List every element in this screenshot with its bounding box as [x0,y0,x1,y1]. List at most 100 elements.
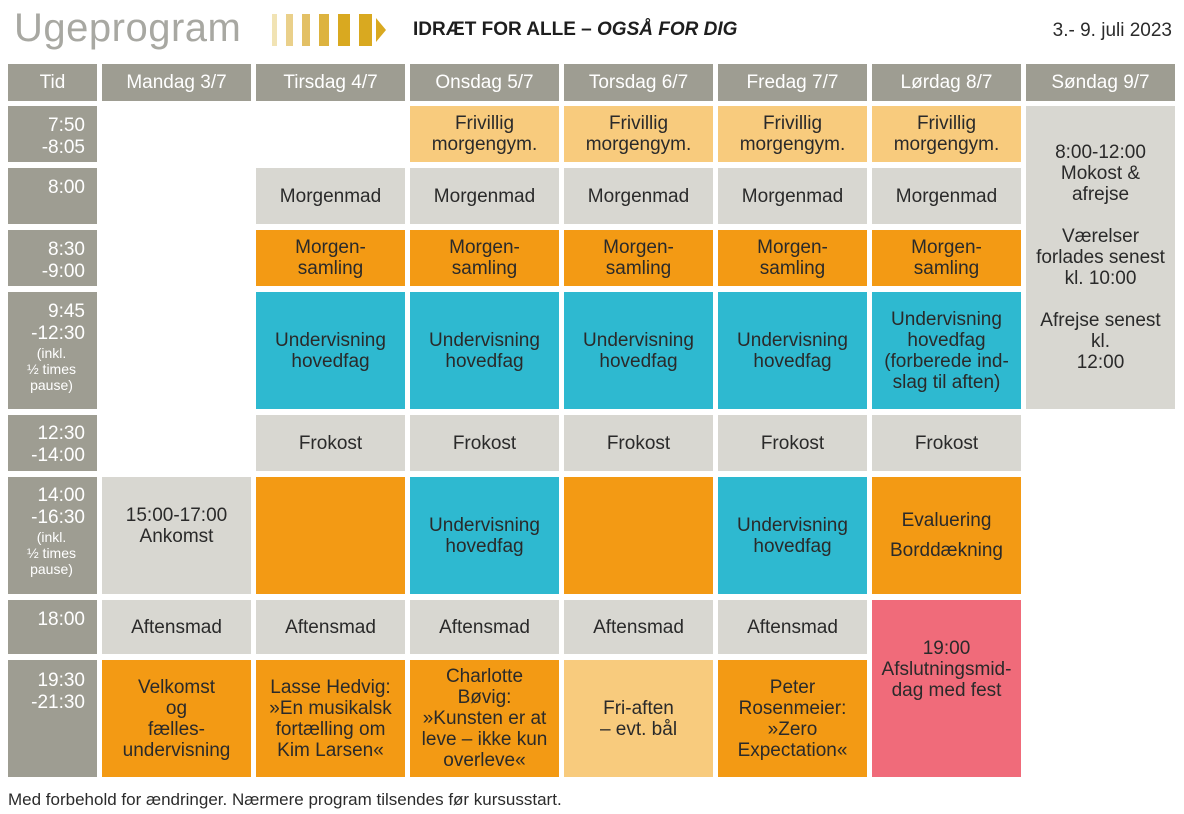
tue-dinner-label: Aftensmad [285,616,376,638]
wed-evening-line-5: overleve« [443,750,526,771]
wed-breakfast: Morgenmad [410,168,559,224]
wed-teaching-afternoon-line-2: hovedfag [445,535,524,557]
header-friday: Fredag 7/7 [718,64,867,101]
mon-dinner: Aftensmad [102,600,251,654]
fri-assembly: Morgen-samling [718,230,867,286]
time-slot-6-note-2: ½ times [26,545,76,561]
subtitle-italic: OGSÅ FOR DIG [597,19,738,40]
header-wednesday: Onsdag 5/7 [410,64,559,101]
mon-evening-line-2: og [165,697,188,719]
tue-assembly-line-2: samling [297,258,364,279]
date-range: 3.- 9. juli 2023 [1052,20,1172,41]
footer-note: Med forbehold for ændringer. Nærmere pro… [8,790,562,809]
time-slot-8-end: -21:30 [31,692,85,713]
sat-teaching-line-3: (forberede ind- [884,350,1009,372]
sat-farewell-dinner: 19:00 Afslutningsmid-dag med fest [872,600,1021,777]
wed-assembly: Morgen-samling [410,230,559,286]
tue-teaching-morning-line-2: hovedfag [291,350,370,372]
fri-evening-line-4: Expectation« [737,739,848,761]
fri-teaching-morning: Undervisning hovedfag [718,292,867,409]
wed-morning-gym-line-1: Frivillig [454,113,515,134]
time-slot-1-start: 7:50 [48,115,85,136]
tue-evening-line-2: »En musikalsk [269,697,392,719]
fri-evening-line-1: Peter [769,676,816,698]
sat-assembly-line-2: samling [913,258,980,279]
header-sunday: Søndag 9/7 [1026,64,1175,101]
sun-departure-line-2: Mokost & [1060,163,1141,184]
fri-assembly-line-2: samling [759,258,826,279]
sun-departure-line-5: forlades senest [1036,247,1165,268]
fri-evening: Peter Rosenmeier: »Zero Expectation« [718,660,867,777]
fri-teaching-afternoon: Undervisning hovedfag [718,477,867,594]
sat-assembly-line-1: Morgen- [911,237,982,258]
thu-assembly: Morgen-samling [564,230,713,286]
time-slot-4-note-2: ½ times [26,361,76,377]
header-wednesday-label: Onsdag 5/7 [435,72,534,93]
thu-morning-gym-line-1: Frivillig [608,113,669,134]
sat-breakfast: Morgenmad [872,168,1021,224]
wed-evening: Charlotte Bøvig: »Kunsten er at leve – ikke… [410,660,559,777]
header-time-label: Tid [39,72,66,93]
sun-departure-line-7: Afrejse senest kl. [1040,310,1161,352]
tue-evening-line-4: Kim Larsen« [277,739,384,761]
fri-morning-gym-line-1: Frivillig [762,113,823,134]
time-slot-5-end: -14:00 [31,445,85,466]
header-saturday: Lørdag 8/7 [872,64,1021,101]
thu-afternoon [564,477,713,594]
sun-departure-line-4: Værelser [1061,226,1140,247]
sat-teaching-morning: Undervisning hovedfag (forberede ind-slag … [872,292,1021,409]
wed-morning-gym-line-2: morgengym. [431,134,538,155]
sat-teaching-line-2: hovedfag [907,329,986,351]
fri-lunch: Frokost [718,415,867,471]
tue-breakfast: Morgenmad [256,168,405,224]
sat-morning-gym-line-2: morgengym. [893,134,1000,155]
time-slot-1-end: -8:05 [41,137,85,158]
tue-evening-line-1: Lasse Hedvig: [270,676,391,698]
mon-evening: Velkomst og fælles-undervisning [102,660,251,777]
fri-teaching-afternoon-line-2: hovedfag [753,535,832,557]
sat-assembly: Morgen-samling [872,230,1021,286]
thu-morning-gym-line-2: morgengym. [585,134,692,155]
tue-teaching-morning: Undervisning hovedfag [256,292,405,409]
time-slot-6-start: 14:00 [37,485,85,506]
time-slot-8: 19:30 -21:30 [8,660,97,777]
time-slot-6-note-3: pause) [30,561,73,577]
header-monday-label: Mandag 3/7 [126,72,227,93]
fri-teaching-morning-line-2: hovedfag [753,350,832,372]
header-tuesday: Tirsdag 4/7 [256,64,405,101]
page-title: Ugeprogram [14,6,242,50]
header-time: Tid [8,64,97,101]
tue-dinner: Aftensmad [256,600,405,654]
wed-evening-line-2: Bøvig: [457,687,512,708]
fri-evening-line-2: Rosenmeier: [738,697,847,719]
time-slot-8-start: 19:30 [37,670,85,691]
thu-lunch: Frokost [564,415,713,471]
header-monday: Mandag 3/7 [102,64,251,101]
tue-afternoon [256,477,405,594]
time-slot-4: 9:45 -12:30 (inkl. ½ times pause) [8,292,97,409]
fri-teaching-afternoon-line-1: Undervisning [737,514,848,536]
mon-evening-line-4: undervisning [122,739,231,761]
fri-teaching-morning-line-1: Undervisning [737,329,848,351]
thu-evening: Fri-aften – evt. bål [564,660,713,777]
mon-arrival: 15:00-17:00 Ankomst [102,477,251,594]
sat-lunch: Frokost [872,415,1021,471]
sun-departure: 8:00-12:00 Mokost & afrejse Værelser for… [1026,106,1175,409]
time-slot-5: 12:30 -14:00 [8,415,97,471]
fri-breakfast-label: Morgenmad [741,185,844,207]
wed-lunch: Frokost [410,415,559,471]
wed-teaching-afternoon: Undervisning hovedfag [410,477,559,594]
time-slot-7: 18:00 [8,600,97,654]
wed-dinner: Aftensmad [410,600,559,654]
sun-departure-line-8: 12:00 [1076,352,1125,373]
time-slot-1: 7:50 -8:05 [8,106,97,162]
time-slot-4-note-3: pause) [30,377,73,393]
header-thursday-label: Torsdag 6/7 [588,72,689,93]
wed-teaching-afternoon-line-1: Undervisning [429,514,540,536]
mon-arrival-label: Ankomst [139,526,214,547]
thu-lunch-label: Frokost [606,432,671,454]
course-subtitle: IDRÆT FOR ALLE – OGSÅ FOR DIG [413,19,737,41]
tue-evening-line-3: fortælling om [275,718,386,740]
thu-assembly-line-2: samling [605,258,672,279]
thu-assembly-line-1: Morgen- [603,237,674,258]
